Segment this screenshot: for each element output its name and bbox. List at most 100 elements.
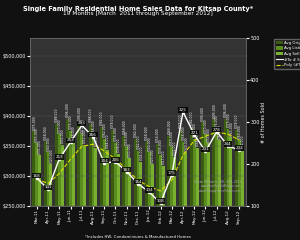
Text: $382,000: $382,000 (99, 111, 103, 126)
Text: 253: 253 (67, 138, 74, 142)
Bar (215, 131, 218, 240)
Legend: Avg Original $Price, Avg Listing $Price, Avg Selling $Price, #To # Sold, Poly (#: Avg Original $Price, Avg Listing $Price,… (274, 39, 300, 69)
Text: $320,000: $320,000 (150, 148, 154, 163)
Text: 213: 213 (56, 155, 63, 159)
Text: $376,000: $376,000 (68, 114, 73, 129)
Text: 244: 244 (224, 142, 232, 146)
Text: $332,000: $332,000 (173, 141, 177, 156)
Text: $342,000: $342,000 (136, 135, 140, 150)
Bar (69, 131, 72, 240)
Bar (140, 162, 142, 240)
Bar (92, 136, 94, 240)
Bar (77, 122, 80, 240)
Text: $390,000: $390,000 (77, 106, 81, 121)
Bar (55, 124, 58, 240)
Text: 278: 278 (213, 128, 221, 132)
Bar (238, 140, 241, 240)
Bar (103, 139, 106, 240)
Text: $362,000: $362,000 (102, 123, 106, 138)
Bar (226, 129, 230, 240)
Text: 266: 266 (89, 133, 97, 137)
Text: $342,000: $342,000 (240, 135, 244, 150)
Bar (100, 127, 103, 240)
Text: $360,000: $360,000 (237, 124, 241, 139)
Text: $378,000: $378,000 (111, 113, 115, 128)
Bar (184, 152, 188, 240)
Text: 234: 234 (236, 146, 243, 150)
Bar (83, 145, 86, 240)
Bar (173, 157, 176, 240)
Text: 154: 154 (134, 180, 142, 184)
Text: $388,000: $388,000 (88, 107, 92, 122)
Text: $379,000: $379,000 (226, 113, 230, 127)
Text: 168: 168 (33, 174, 40, 178)
Text: $352,000: $352,000 (83, 129, 87, 144)
Bar (148, 152, 151, 240)
Text: $368,000: $368,000 (122, 119, 126, 134)
Bar (182, 142, 184, 240)
Bar (235, 130, 238, 240)
Bar (207, 144, 210, 240)
Bar (117, 154, 120, 240)
Text: $362,000: $362,000 (192, 123, 196, 138)
Bar (167, 136, 170, 240)
Bar (193, 139, 196, 240)
Text: $352,000: $352,000 (60, 129, 64, 144)
Bar (178, 130, 182, 240)
Bar (162, 166, 165, 240)
Bar (218, 140, 221, 240)
Text: 141: 141 (44, 185, 52, 189)
Text: $335,000: $335,000 (38, 139, 42, 154)
Text: $355,000: $355,000 (206, 127, 210, 142)
Bar (66, 119, 69, 240)
Text: $395,000: $395,000 (212, 103, 216, 118)
Text: Susan Williams, GRI, SFR, 2012
www.ReallySoldKitsap.com
www.KitsapHomeFinder.com: Susan Williams, GRI, SFR, 2012 www.Reall… (194, 180, 242, 193)
Bar (58, 134, 61, 240)
Bar (224, 119, 226, 240)
Bar (114, 143, 117, 240)
Bar (190, 127, 193, 240)
Text: $358,000: $358,000 (71, 125, 75, 140)
Text: $340,000: $340,000 (147, 136, 151, 151)
Bar (125, 146, 128, 240)
Bar (136, 151, 140, 240)
Text: $348,000: $348,000 (195, 131, 199, 146)
Text: $344,000: $344,000 (105, 134, 109, 148)
Bar (151, 164, 154, 240)
Text: $350,000: $350,000 (125, 130, 129, 144)
Text: $368,000: $368,000 (91, 119, 95, 134)
Text: $355,000: $355,000 (35, 127, 39, 142)
Text: $358,000: $358,000 (43, 125, 47, 140)
Text: $370,000: $370,000 (203, 118, 208, 133)
Text: 108: 108 (157, 199, 164, 203)
Text: $338,000: $338,000 (116, 137, 120, 152)
Text: $376,000: $376,000 (215, 114, 219, 129)
Text: $324,000: $324,000 (139, 146, 143, 160)
Bar (204, 134, 207, 240)
Text: 134: 134 (146, 188, 153, 192)
Text: $375,000: $375,000 (32, 115, 36, 130)
Bar (88, 124, 92, 240)
Text: 175: 175 (168, 171, 176, 175)
Bar (106, 150, 109, 240)
Text: $396,000: $396,000 (66, 102, 70, 117)
Text: $336,000: $336,000 (158, 138, 163, 153)
Bar (61, 145, 64, 240)
Bar (134, 139, 136, 240)
Text: $350,000: $350,000 (170, 130, 174, 144)
Bar (241, 151, 244, 240)
Text: $396,000: $396,000 (223, 102, 227, 117)
Text: $368,000: $368,000 (167, 119, 171, 134)
Bar (50, 164, 52, 240)
Text: $354,000: $354,000 (156, 128, 160, 142)
Text: $358,000: $358,000 (144, 125, 148, 140)
Text: Single Family Residential Home Sales Data for Kitsap County*: Single Family Residential Home Sales Dat… (23, 6, 253, 12)
Bar (159, 155, 162, 240)
Text: $340,000: $340,000 (184, 136, 188, 151)
Bar (122, 136, 125, 240)
Text: $340,000: $340,000 (46, 136, 50, 151)
Bar (156, 144, 159, 240)
Text: $330,000: $330,000 (128, 142, 132, 157)
Bar (230, 138, 232, 240)
Text: $370,000: $370,000 (57, 118, 61, 133)
